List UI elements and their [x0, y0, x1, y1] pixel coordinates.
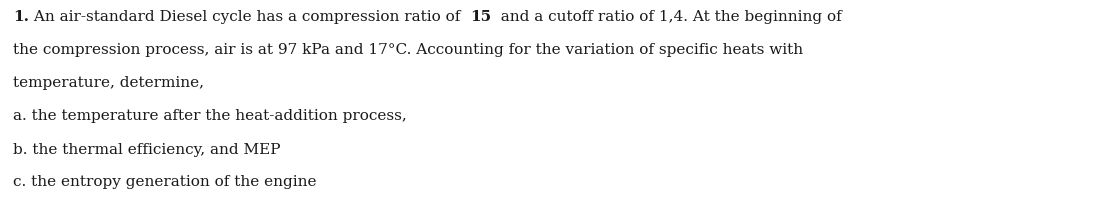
Text: c. the entropy generation of the engine: c. the entropy generation of the engine: [13, 174, 316, 188]
Text: and a cutoff ratio of 1,4. At the beginning of: and a cutoff ratio of 1,4. At the beginn…: [491, 10, 842, 24]
Text: An air-standard Diesel cycle has a compression ratio of: An air-standard Diesel cycle has a compr…: [29, 10, 470, 24]
Text: the compression process, air is at 97 kPa and 17°C. Accounting for the variation: the compression process, air is at 97 kP…: [13, 43, 803, 57]
Text: temperature, determine,: temperature, determine,: [13, 76, 204, 89]
Text: b. the thermal efficiency, and MEP: b. the thermal efficiency, and MEP: [13, 142, 280, 156]
Text: 15: 15: [470, 10, 491, 24]
Text: a. the temperature after the heat-addition process,: a. the temperature after the heat-additi…: [13, 108, 406, 122]
Text: 1.: 1.: [13, 10, 29, 24]
